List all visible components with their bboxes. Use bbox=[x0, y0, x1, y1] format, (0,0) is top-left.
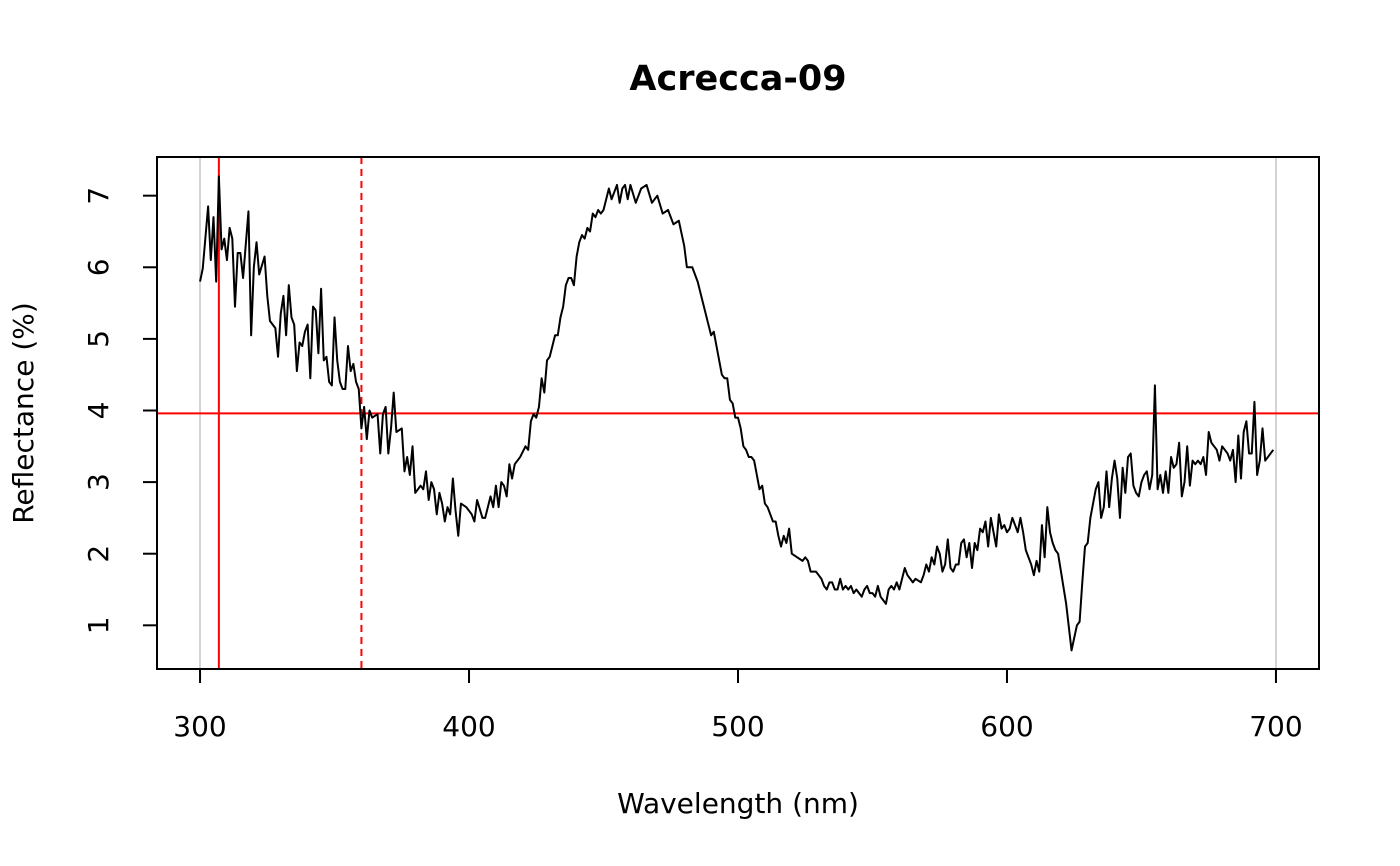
x-axis-label: Wavelength (nm) bbox=[617, 787, 859, 820]
y-tick-label: 6 bbox=[82, 258, 115, 276]
x-tick-label: 600 bbox=[980, 710, 1033, 743]
y-tick-label: 4 bbox=[82, 402, 115, 420]
x-tick-label: 500 bbox=[711, 710, 764, 743]
y-tick-label: 7 bbox=[82, 187, 115, 205]
y-tick-label: 2 bbox=[82, 545, 115, 563]
y-tick-label: 3 bbox=[82, 473, 115, 491]
x-tick-label: 300 bbox=[173, 710, 226, 743]
y-tick-label: 5 bbox=[82, 330, 115, 348]
chart-title: Acrecca-09 bbox=[629, 59, 846, 99]
x-tick-label: 400 bbox=[442, 710, 495, 743]
spectrum-line bbox=[199, 175, 1275, 652]
y-tick-label: 1 bbox=[82, 616, 115, 634]
y-axis-label: Reflectance (%) bbox=[7, 302, 40, 524]
x-tick-label: 700 bbox=[1249, 710, 1302, 743]
